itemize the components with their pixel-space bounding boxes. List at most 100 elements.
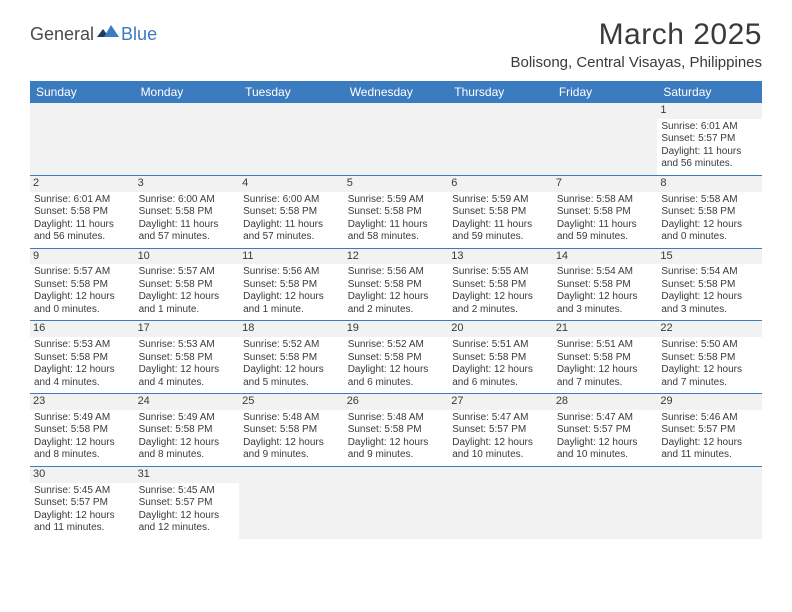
daylight2-text: and 0 minutes. — [661, 231, 758, 244]
sunrise-text: Sunrise: 5:52 AM — [348, 339, 445, 352]
day-cell: 10Sunrise: 5:57 AMSunset: 5:58 PMDayligh… — [135, 248, 240, 321]
empty-cell — [448, 103, 553, 175]
day-number: 14 — [553, 249, 658, 265]
day-number: 19 — [344, 321, 449, 337]
flag-icon — [97, 23, 119, 39]
day-number: 9 — [30, 249, 135, 265]
day-cell: 26Sunrise: 5:48 AMSunset: 5:58 PMDayligh… — [344, 394, 449, 467]
empty-cell — [657, 466, 762, 538]
day-cell: 30Sunrise: 5:45 AMSunset: 5:57 PMDayligh… — [30, 466, 135, 538]
day-number: 23 — [30, 394, 135, 410]
daylight2-text: and 59 minutes. — [557, 231, 654, 244]
daylight2-text: and 57 minutes. — [139, 231, 236, 244]
sunset-text: Sunset: 5:58 PM — [661, 352, 758, 365]
week-row: 30Sunrise: 5:45 AMSunset: 5:57 PMDayligh… — [30, 466, 762, 538]
daylight1-text: Daylight: 12 hours — [139, 437, 236, 450]
day-number: 31 — [135, 467, 240, 483]
daylight1-text: Daylight: 11 hours — [661, 146, 758, 159]
sunset-text: Sunset: 5:58 PM — [348, 424, 445, 437]
day-number: 5 — [344, 176, 449, 192]
sunrise-text: Sunrise: 5:52 AM — [243, 339, 340, 352]
location: Bolisong, Central Visayas, Philippines — [510, 54, 762, 71]
daylight1-text: Daylight: 12 hours — [452, 437, 549, 450]
sunrise-text: Sunrise: 6:01 AM — [661, 121, 758, 134]
daylight2-text: and 8 minutes. — [139, 449, 236, 462]
sunset-text: Sunset: 5:58 PM — [243, 206, 340, 219]
sunrise-text: Sunrise: 5:57 AM — [34, 266, 131, 279]
day-cell: 25Sunrise: 5:48 AMSunset: 5:58 PMDayligh… — [239, 394, 344, 467]
day-cell: 20Sunrise: 5:51 AMSunset: 5:58 PMDayligh… — [448, 321, 553, 394]
sunrise-text: Sunrise: 5:49 AM — [34, 412, 131, 425]
daylight1-text: Daylight: 12 hours — [661, 437, 758, 450]
day-cell: 16Sunrise: 5:53 AMSunset: 5:58 PMDayligh… — [30, 321, 135, 394]
sunrise-text: Sunrise: 5:46 AM — [661, 412, 758, 425]
day-number: 21 — [553, 321, 658, 337]
day-number: 2 — [30, 176, 135, 192]
day-header-row: SundayMondayTuesdayWednesdayThursdayFrid… — [30, 81, 762, 103]
day-cell: 29Sunrise: 5:46 AMSunset: 5:57 PMDayligh… — [657, 394, 762, 467]
daylight1-text: Daylight: 12 hours — [34, 291, 131, 304]
sunrise-text: Sunrise: 5:58 AM — [661, 194, 758, 207]
daylight2-text: and 3 minutes. — [661, 304, 758, 317]
daylight2-text: and 4 minutes. — [34, 377, 131, 390]
header: General Blue March 2025 Bolisong, Centra… — [30, 18, 762, 71]
daylight2-text: and 5 minutes. — [243, 377, 340, 390]
page: General Blue March 2025 Bolisong, Centra… — [0, 0, 792, 549]
daylight2-text: and 11 minutes. — [34, 522, 131, 535]
day-number: 17 — [135, 321, 240, 337]
sunset-text: Sunset: 5:58 PM — [139, 279, 236, 292]
sunrise-text: Sunrise: 5:56 AM — [243, 266, 340, 279]
day-cell: 11Sunrise: 5:56 AMSunset: 5:58 PMDayligh… — [239, 248, 344, 321]
day-cell: 21Sunrise: 5:51 AMSunset: 5:58 PMDayligh… — [553, 321, 658, 394]
day-cell: 23Sunrise: 5:49 AMSunset: 5:58 PMDayligh… — [30, 394, 135, 467]
sunrise-text: Sunrise: 5:54 AM — [661, 266, 758, 279]
sunset-text: Sunset: 5:58 PM — [452, 352, 549, 365]
daylight2-text: and 10 minutes. — [452, 449, 549, 462]
daylight1-text: Daylight: 12 hours — [243, 364, 340, 377]
empty-cell — [239, 103, 344, 175]
day-number: 22 — [657, 321, 762, 337]
daylight1-text: Daylight: 12 hours — [348, 364, 445, 377]
day-header: Monday — [135, 81, 240, 103]
sunrise-text: Sunrise: 5:48 AM — [348, 412, 445, 425]
sunset-text: Sunset: 5:57 PM — [557, 424, 654, 437]
day-number: 12 — [344, 249, 449, 265]
day-number: 30 — [30, 467, 135, 483]
day-number: 24 — [135, 394, 240, 410]
day-cell: 28Sunrise: 5:47 AMSunset: 5:57 PMDayligh… — [553, 394, 658, 467]
daylight1-text: Daylight: 12 hours — [452, 291, 549, 304]
sunset-text: Sunset: 5:58 PM — [348, 279, 445, 292]
sunset-text: Sunset: 5:58 PM — [661, 279, 758, 292]
daylight1-text: Daylight: 12 hours — [243, 291, 340, 304]
week-row: 23Sunrise: 5:49 AMSunset: 5:58 PMDayligh… — [30, 394, 762, 467]
logo-text-blue: Blue — [121, 24, 157, 45]
day-number: 6 — [448, 176, 553, 192]
day-cell: 12Sunrise: 5:56 AMSunset: 5:58 PMDayligh… — [344, 248, 449, 321]
sunrise-text: Sunrise: 6:00 AM — [243, 194, 340, 207]
sunrise-text: Sunrise: 6:00 AM — [139, 194, 236, 207]
daylight1-text: Daylight: 12 hours — [661, 291, 758, 304]
sunrise-text: Sunrise: 5:51 AM — [452, 339, 549, 352]
sunset-text: Sunset: 5:58 PM — [34, 424, 131, 437]
daylight2-text: and 7 minutes. — [661, 377, 758, 390]
sunrise-text: Sunrise: 5:56 AM — [348, 266, 445, 279]
daylight2-text: and 6 minutes. — [348, 377, 445, 390]
daylight1-text: Daylight: 12 hours — [557, 437, 654, 450]
daylight1-text: Daylight: 12 hours — [557, 291, 654, 304]
daylight2-text: and 11 minutes. — [661, 449, 758, 462]
daylight1-text: Daylight: 11 hours — [348, 219, 445, 232]
sunrise-text: Sunrise: 5:45 AM — [139, 485, 236, 498]
empty-cell — [135, 103, 240, 175]
empty-cell — [553, 103, 658, 175]
sunset-text: Sunset: 5:58 PM — [34, 352, 131, 365]
logo: General Blue — [30, 24, 157, 45]
title-block: March 2025 Bolisong, Central Visayas, Ph… — [510, 18, 762, 71]
calendar-table: SundayMondayTuesdayWednesdayThursdayFrid… — [30, 81, 762, 539]
day-cell: 2Sunrise: 6:01 AMSunset: 5:58 PMDaylight… — [30, 175, 135, 248]
sunrise-text: Sunrise: 5:53 AM — [34, 339, 131, 352]
day-number: 29 — [657, 394, 762, 410]
day-cell: 14Sunrise: 5:54 AMSunset: 5:58 PMDayligh… — [553, 248, 658, 321]
day-cell: 15Sunrise: 5:54 AMSunset: 5:58 PMDayligh… — [657, 248, 762, 321]
daylight1-text: Daylight: 11 hours — [452, 219, 549, 232]
day-number: 11 — [239, 249, 344, 265]
